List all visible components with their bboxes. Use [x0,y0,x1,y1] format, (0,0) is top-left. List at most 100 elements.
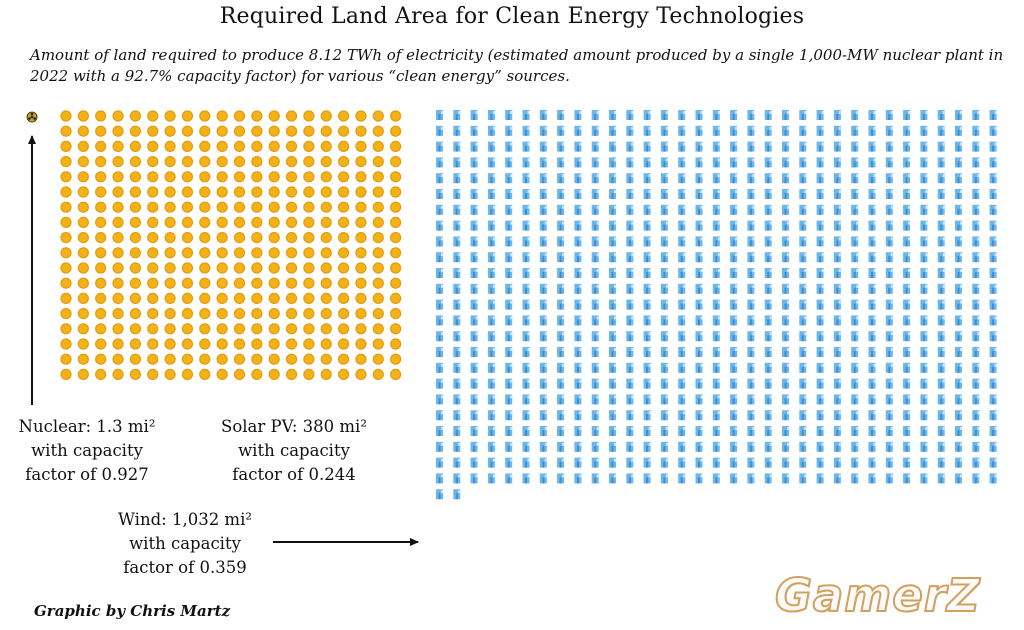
wind-turbine-icon [712,347,720,357]
sun-icon [303,171,315,183]
sun-icon [303,262,315,274]
wind-turbine-icon [660,426,668,436]
wind-turbine-icon [574,268,582,278]
sun-icon [216,171,228,183]
sun-icon [372,140,384,152]
wind-turbine-icon [833,457,841,468]
wind-turbine-icon [903,125,911,136]
wind-turbine-icon [764,410,772,421]
wind-turbine-icon [885,473,893,484]
wind-turbine-icon [505,125,513,136]
sun-icon [95,292,107,304]
wind-turbine-icon [730,473,738,484]
sun-icon [233,110,246,122]
sun-icon [147,292,159,304]
wind-turbine-icon [505,204,513,215]
wind-turbine-icon [539,110,547,120]
sun-icon [320,110,332,122]
wind-turbine-icon [747,457,755,468]
wind-turbine-icon [764,426,772,436]
wind-turbine-icon [868,394,876,405]
wind-turbine-icon [436,141,443,152]
sun-icon [355,277,367,289]
wind-turbine-icon [816,125,824,136]
wind-turbine-icon [851,347,859,357]
wind-turbine-icon [487,268,495,278]
sun-icon [233,277,246,289]
wind-turbine-icon [868,204,876,215]
wind-turbine-icon [764,378,772,389]
wind-turbine-icon [730,315,738,326]
sun-icon [95,140,107,152]
wind-turbine-icon [833,110,841,120]
sun-icon [303,216,315,228]
wind-turbine-icon [885,394,893,405]
sun-icon [129,171,141,183]
wind-turbine-icon [730,410,738,421]
wind-turbine-icon [816,204,824,215]
wind-turbine-icon [972,236,980,247]
wind-turbine-icon [851,252,859,263]
wind-turbine-icon [660,441,668,452]
wind-turbine-icon [660,220,668,231]
wind-turbine-icon [937,157,945,168]
wind-turbine-icon [487,157,495,168]
wind-turbine-icon [764,125,772,136]
radiation-icon [26,111,38,123]
sun-icon [303,186,315,198]
wind-turbine-icon [833,347,841,357]
sun-icon [77,186,89,198]
sun-icon [181,171,194,183]
wind-turbine-icon [712,331,720,342]
wind-turbine-icon [730,441,738,452]
wind-turbine-icon [470,125,478,136]
wind-turbine-icon [955,141,962,152]
wind-turbine-icon [764,315,772,326]
wind-turbine-icon [730,268,738,278]
wind-turbine-icon [626,331,634,342]
wind-turbine-icon [574,394,582,405]
wind-turbine-icon [851,441,859,452]
sun-icon [164,277,176,289]
wind-turbine-icon [851,473,859,484]
wind-turbine-icon [574,410,582,421]
wind-turbine-icon [782,315,789,326]
wind-turbine-icon [712,252,720,263]
wind-turbine-icon [557,299,565,310]
wind-turbine-icon [660,157,668,168]
wind-turbine-icon [747,141,755,152]
sun-icon [338,216,350,228]
wind-turbine-icon [989,189,997,199]
sun-icon [355,156,367,168]
wind-turbine-icon [747,110,755,120]
wind-turbine-icon [955,110,962,120]
sun-icon [112,368,124,380]
sun-icon [60,110,72,122]
sun-icon [95,353,107,365]
sun-icon [320,186,332,198]
wind-turbine-icon [782,441,789,452]
wind-turbine-icon [851,362,859,373]
sun-icon [303,232,315,244]
sun-icon [233,323,246,335]
sun-icon [129,216,141,228]
wind-turbine-icon [868,299,876,310]
wind-turbine-icon [487,189,495,199]
wind-label-line: with capacity [129,534,241,553]
sun-icon [320,262,332,274]
wind-turbine-icon [574,141,582,152]
wind-turbine-icon [816,252,824,263]
wind-turbine-icon [695,473,703,484]
sun-icon [233,262,246,274]
sun-icon [233,308,246,320]
wind-turbine-icon [955,283,962,294]
wind-turbine-icon [989,110,997,120]
sun-icon [390,323,402,335]
wind-turbine-icon [453,394,461,405]
wind-turbine-icon [678,173,686,184]
wind-turbine-icon [695,347,703,357]
wind-turbine-icon [782,362,789,373]
wind-turbine-icon [764,204,772,215]
wind-turbine-icon [539,125,547,136]
sun-icon [216,308,228,320]
